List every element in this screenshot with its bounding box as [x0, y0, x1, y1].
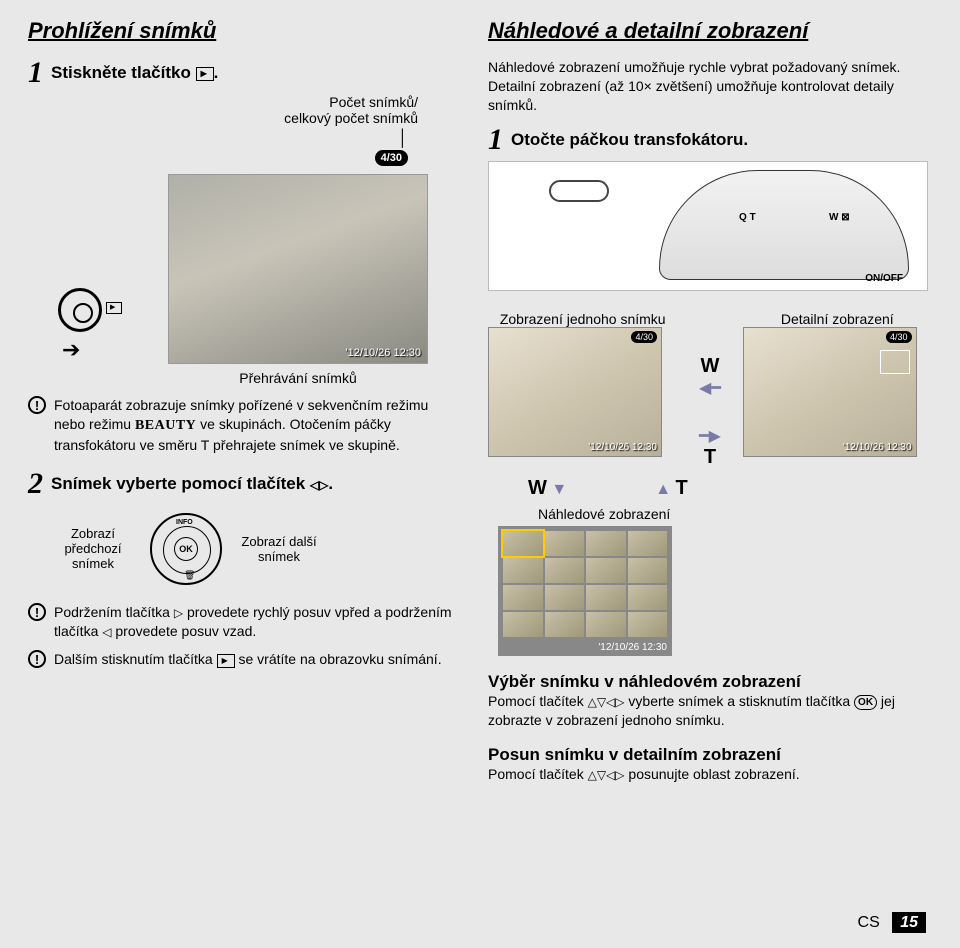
note-2: ! Podržením tlačítka ▷ provedete rychlý …	[28, 603, 458, 641]
sub2-body: Pomocí tlačítek △▽◁▷ posunujte oblast zo…	[488, 765, 932, 784]
caption-index: Náhledové zobrazení	[538, 506, 932, 522]
arrow-down-icon: ▼	[551, 481, 567, 498]
next-label: Zobrazí další snímek	[234, 534, 324, 564]
thumb-index-grid: '12/10/26 12:30	[498, 526, 672, 656]
caption-single: Zobrazení jednoho snímku	[488, 311, 677, 327]
timestamp: '12/10/26 12:30	[345, 347, 421, 359]
wt-arrows: W ▼ ▲ T	[528, 477, 932, 500]
num-2: 2	[28, 469, 43, 499]
note-3: ! Dalším stisknutím tlačítka se vrátíte …	[28, 650, 458, 669]
zoom-lever-illustration: Q T W ⊠ ON/OFF	[488, 161, 928, 291]
sub2-title: Posun snímku v detailním zobrazení	[488, 745, 932, 765]
intro-text: Náhledové zobrazení umožňuje rychle vybr…	[488, 58, 932, 115]
page-number: 15	[892, 912, 926, 933]
play-button-icon	[196, 67, 214, 81]
arrow-left-icon: ◀━	[697, 378, 722, 398]
thumb-detail: 4/30 '12/10/26 12:30	[743, 327, 917, 457]
frame-count-badge: 4/30	[375, 150, 408, 166]
nav-control: Zobrazí předchozí snímek INFO OK 🗑 Zobra…	[48, 513, 458, 585]
caption-detail: Detailní zobrazení	[743, 311, 932, 327]
step-1: 1 Stiskněte tlačítko .	[28, 58, 458, 88]
step1-text: Stiskněte tlačítko	[51, 63, 191, 82]
thumb-row: Zobrazení jednoho snímku 4/30 '12/10/26 …	[488, 305, 932, 469]
playback-photo: '12/10/26 12:30	[168, 174, 428, 364]
sub1-title: Výběr snímku v náhledovém zobrazení	[488, 672, 932, 692]
count-label: Počet snímků/ celkový počet snímků	[28, 94, 418, 126]
play-button-icon	[217, 654, 235, 668]
w-label: W	[697, 355, 722, 378]
num-1r: 1	[488, 125, 503, 155]
t-label: T	[697, 446, 722, 469]
note-1: ! Fotoaparát zobrazuje snímky pořízené v…	[28, 396, 458, 455]
alert-icon: !	[28, 603, 46, 621]
right-title: Náhledové a detailní zobrazení	[488, 18, 932, 44]
sub1-body: Pomocí tlačítek △▽◁▷ vyberte snímek a st…	[488, 692, 932, 730]
right-step-1: 1 Otočte páčkou transfokátoru.	[488, 125, 932, 155]
arrow-right-icon: ━▶	[697, 426, 722, 446]
mode-dial-icon: ➔	[58, 288, 128, 376]
alert-icon: !	[28, 396, 46, 414]
ok-icon: OK	[854, 695, 877, 711]
prev-label: Zobrazí předchozí snímek	[48, 526, 138, 571]
num-1: 1	[28, 58, 43, 88]
step-2: 2 Snímek vyberte pomocí tlačítek ◁▷.	[28, 469, 458, 499]
caption-playback: Přehrávání snímků	[168, 370, 428, 386]
arrow-up-icon: ▲	[655, 481, 671, 498]
left-title: Prohlížení snímků	[28, 18, 458, 44]
ok-wheel-icon: INFO OK 🗑	[150, 513, 222, 585]
lang-code: CS	[858, 914, 880, 931]
page-footer: CS 15	[858, 914, 926, 932]
thumb-single: 4/30 '12/10/26 12:30	[488, 327, 662, 457]
alert-icon: !	[28, 650, 46, 668]
